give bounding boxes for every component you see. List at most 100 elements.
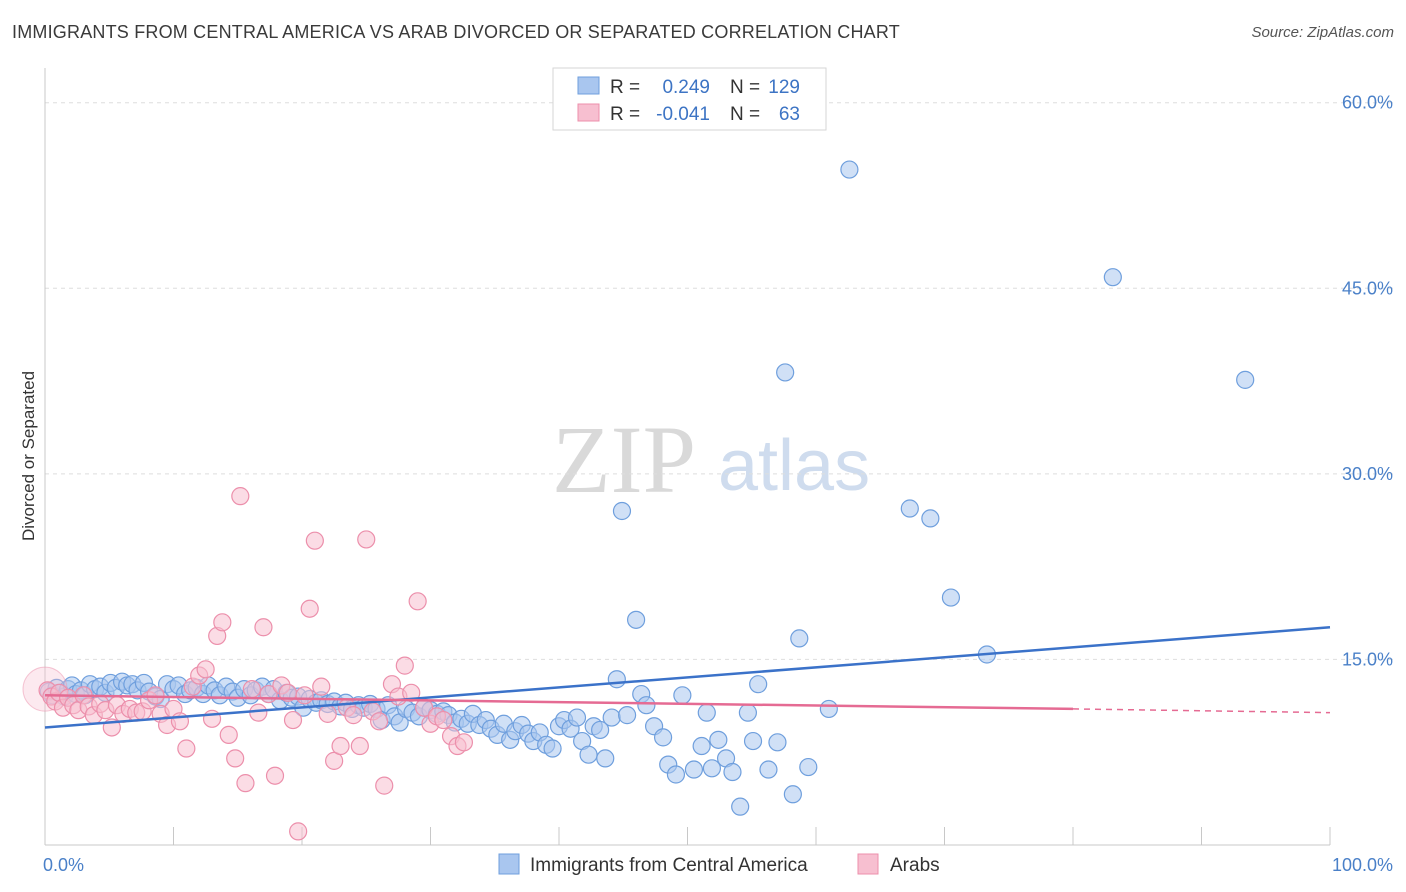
arabs-point: [318, 704, 337, 723]
central-america-point: [612, 501, 632, 521]
arabs-point: [300, 599, 319, 618]
legend-r-value: 0.249: [662, 77, 710, 98]
central-america-point: [1103, 268, 1122, 287]
central-america-point: [543, 739, 562, 758]
arabs-point: [265, 766, 285, 785]
central-america-point: [799, 757, 818, 777]
central-america-point: [731, 797, 750, 816]
arabs-point: [196, 660, 215, 679]
arabs-point: [312, 677, 331, 696]
trend-line-arabs: [44, 694, 1074, 711]
central-america-point: [596, 749, 615, 768]
central-america-point: [840, 160, 859, 179]
central-america-point: [738, 703, 757, 722]
arabs-point: [454, 733, 474, 752]
arabs-point: [283, 710, 303, 730]
central-america-point: [743, 731, 763, 751]
central-america-point: [692, 736, 711, 756]
central-america-point: [783, 785, 802, 804]
legend-r-label: R =: [610, 77, 640, 98]
central-america-point: [709, 730, 728, 749]
legend-swatch-blue: [577, 76, 600, 95]
central-america-point: [1236, 370, 1255, 389]
legend-n-value: 129: [768, 77, 800, 98]
central-america-point: [684, 760, 704, 779]
legend-r-label: R =: [610, 104, 640, 125]
central-america-point: [591, 720, 610, 740]
central-america-point: [673, 686, 692, 705]
legend-r-value: -0.041: [656, 104, 710, 125]
arabs-point: [249, 703, 268, 722]
central-america-point: [768, 733, 787, 752]
y-axis-label: Divorced or Separated: [19, 371, 38, 541]
central-america-point: [579, 745, 598, 764]
watermark-zip: ZIP: [552, 406, 696, 513]
trend-line-arabs-extension: [1072, 708, 1331, 714]
arabs-point: [375, 776, 394, 795]
chart-title: IMMIGRANTS FROM CENTRAL AMERICA VS ARAB …: [12, 22, 900, 42]
legend: R = 0.249 N = 129 R = -0.041 N = 63: [552, 67, 827, 131]
legend-n-label: N =: [730, 77, 760, 98]
x-tick-label: 100.0%: [1332, 855, 1393, 875]
central-america-point: [921, 509, 940, 528]
trend-line-central-america: [44, 626, 1331, 729]
central-america-point: [653, 728, 673, 747]
central-america-point: [900, 499, 919, 518]
trend-lines: [44, 626, 1331, 729]
y-tick-labels: 15.0% 30.0% 45.0% 60.0%: [1342, 93, 1393, 670]
watermark: ZIP atlas: [552, 406, 870, 513]
bottom-legend-label-arabs: Arabs: [890, 855, 940, 876]
bottom-legend-swatch-blue: [498, 853, 520, 875]
arabs-point: [236, 774, 255, 793]
arabs-point: [213, 613, 232, 632]
arabs-point: [350, 736, 369, 756]
y-tick-label: 15.0%: [1342, 649, 1393, 669]
bottom-legend-label-central-america: Immigrants from Central America: [530, 855, 808, 876]
central-america-point: [666, 765, 686, 784]
y-tick-label: 45.0%: [1342, 278, 1393, 298]
y-tick-label: 60.0%: [1342, 93, 1393, 113]
central-america-point: [702, 759, 722, 778]
arabs-point: [254, 618, 273, 637]
central-america-point: [723, 762, 742, 782]
central-america-point: [607, 670, 626, 689]
arabs-point: [408, 592, 427, 611]
arabs-point: [146, 686, 165, 705]
legend-swatch-pink: [577, 103, 600, 122]
arabs-point: [226, 749, 245, 768]
arabs-point: [434, 710, 453, 730]
central-america-point: [790, 629, 809, 648]
arabs-point: [177, 739, 196, 758]
arabs-point: [242, 680, 261, 699]
y-tick-label: 30.0%: [1342, 464, 1393, 484]
arabs-point: [295, 686, 314, 705]
central-america-point: [776, 363, 795, 382]
arabs-point: [219, 725, 238, 744]
central-america-point: [567, 708, 587, 727]
x-tick-label: 0.0%: [43, 855, 84, 875]
arabs-point: [357, 530, 376, 549]
arabs-point: [370, 712, 389, 731]
arabs-point: [395, 656, 414, 675]
bottom-legend: Immigrants from Central America Arabs: [498, 853, 940, 876]
central-america-point: [618, 706, 637, 725]
chart-source: Source: ZipAtlas.com: [1251, 24, 1394, 41]
bottom-legend-swatch-pink: [857, 853, 879, 875]
central-america-point: [759, 760, 778, 779]
grid: [45, 102, 1393, 660]
watermark-atlas: atlas: [718, 426, 870, 506]
central-america-point: [637, 696, 656, 715]
legend-n-label: N =: [730, 104, 760, 125]
central-america-point: [626, 610, 646, 629]
arabs-point: [331, 736, 350, 756]
series-arabs-points: [22, 487, 474, 841]
arabs-point: [344, 706, 363, 725]
central-america-point: [819, 699, 838, 719]
legend-n-value: 63: [779, 104, 800, 125]
central-america-point: [602, 708, 621, 727]
arabs-point: [305, 531, 324, 550]
x-tick-labels: 0.0% 100.0%: [43, 855, 1393, 875]
central-america-point: [941, 588, 961, 607]
axes: [44, 68, 1331, 846]
